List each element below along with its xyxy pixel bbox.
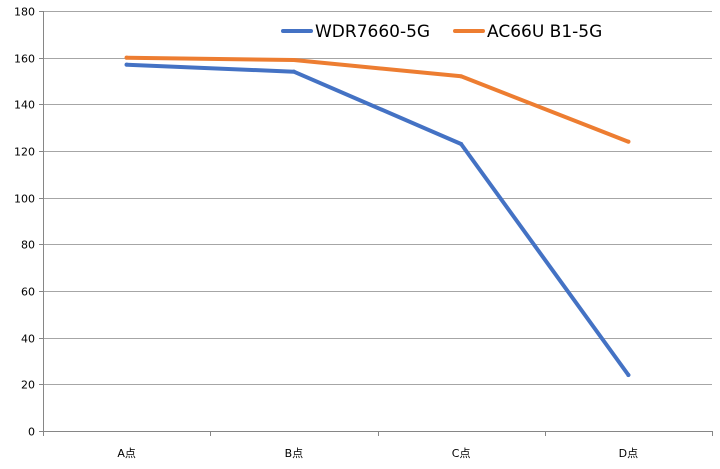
data-point <box>626 373 631 377</box>
y-tick-label: 20 <box>21 379 35 392</box>
data-point <box>626 139 631 144</box>
y-tick-label: 40 <box>21 333 35 346</box>
legend: WDR7660-5G AC66U B1-5G <box>281 22 602 42</box>
data-point <box>459 74 464 79</box>
x-tick-label: D点 <box>619 447 638 460</box>
axis-lines <box>39 11 713 436</box>
x-tick-label: A点 <box>117 447 136 460</box>
data-point <box>124 55 129 60</box>
y-tick-label: 120 <box>14 146 35 159</box>
y-tick-labels: 0 20 40 60 80 100 120 140 160 180 <box>14 6 35 439</box>
data-point <box>291 58 296 62</box>
y-tick-label: 80 <box>21 239 35 252</box>
series-line-1 <box>124 62 631 377</box>
series-lines <box>124 55 631 377</box>
y-tick-label: 60 <box>21 286 35 299</box>
x-tick-label: C点 <box>452 447 471 460</box>
series-line-2 <box>124 55 631 144</box>
x-tick-label: B点 <box>285 447 304 460</box>
data-point <box>291 69 296 74</box>
y-tick-label: 100 <box>14 193 35 206</box>
legend-label: AC66U B1-5G <box>487 22 602 42</box>
data-point <box>124 62 129 67</box>
gridlines <box>43 11 712 385</box>
y-tick-label: 0 <box>28 426 35 439</box>
legend-label: WDR7660-5G <box>315 22 430 42</box>
y-tick-label: 160 <box>14 53 35 66</box>
data-point <box>459 142 464 146</box>
y-tick-label: 140 <box>14 99 35 112</box>
x-tick-labels: A点 B点 C点 D点 <box>117 447 638 460</box>
y-tick-label: 180 <box>14 6 35 19</box>
